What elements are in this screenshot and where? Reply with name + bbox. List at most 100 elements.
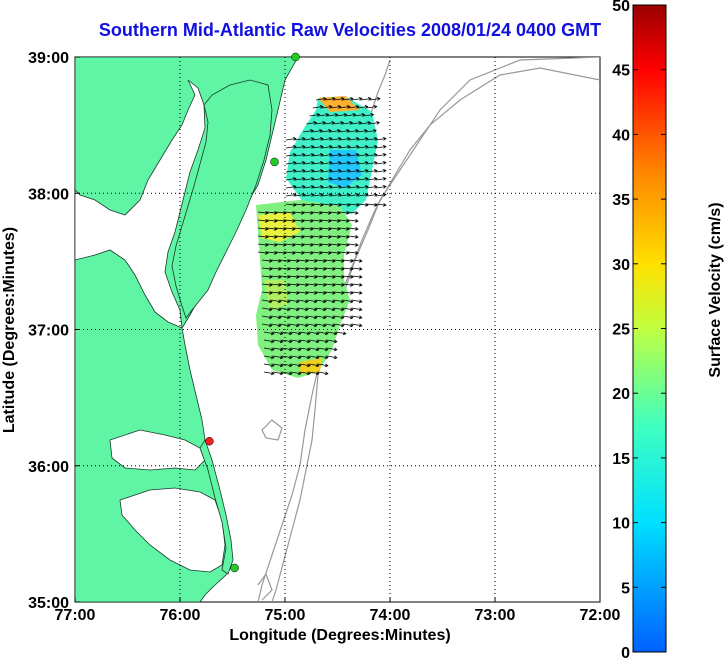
- velocity-arrow: [285, 138, 296, 141]
- y-axis-label: Latitude (Degrees:Minutes): [1, 227, 18, 433]
- velocity-arrowhead: [283, 235, 287, 239]
- velocity-arrow: [357, 130, 368, 133]
- velocity-arrow: [294, 170, 305, 173]
- velocity-arrowhead: [349, 315, 354, 320]
- velocity-arrow: [342, 291, 353, 294]
- velocity-arrowhead: [331, 323, 336, 328]
- velocity-arrowhead: [274, 243, 278, 247]
- velocity-arrow: [299, 371, 310, 375]
- velocity-arrowhead: [286, 315, 291, 320]
- velocity-arrowhead: [373, 144, 378, 149]
- velocity-arrowhead: [324, 331, 329, 336]
- velocity-arrowhead: [355, 104, 360, 109]
- velocity-arrowhead: [328, 184, 333, 189]
- velocity-arrow: [321, 138, 332, 141]
- velocity-arrowhead: [265, 227, 269, 231]
- velocity-arrowhead: [292, 144, 297, 149]
- velocity-arrowhead: [279, 363, 284, 368]
- velocity-arrow: [348, 154, 359, 157]
- velocity-arrow: [297, 267, 308, 270]
- velocity-arrow: [348, 138, 359, 141]
- velocity-arrow: [315, 299, 326, 303]
- velocity-arrowhead: [331, 120, 336, 125]
- velocity-arrow: [272, 347, 283, 351]
- velocity-arrowhead: [340, 96, 345, 101]
- velocity-arrow: [321, 194, 332, 197]
- velocity-arrow: [348, 146, 359, 149]
- velocity-arrowhead: [269, 275, 273, 279]
- velocity-arrow: [270, 323, 281, 327]
- velocity-arrowhead: [306, 363, 311, 368]
- velocity-arrowhead: [310, 251, 314, 255]
- velocity-arrow: [342, 283, 353, 286]
- velocity-arrowhead: [310, 192, 315, 197]
- velocity-arrowhead: [329, 203, 333, 207]
- velocity-arrowhead: [373, 136, 378, 141]
- velocity-arrow: [261, 283, 272, 286]
- velocity-arrowhead: [306, 331, 311, 336]
- velocity-arrowhead: [346, 184, 351, 189]
- velocity-arrow: [324, 122, 335, 125]
- velocity-arrowhead: [295, 299, 300, 304]
- chesapeake-bay: [75, 79, 206, 329]
- outer-banks: [199, 439, 234, 575]
- velocity-arrow: [297, 291, 308, 294]
- velocity-arrowhead: [341, 275, 345, 279]
- velocity-arrow: [324, 291, 335, 294]
- velocity-arrow: [302, 227, 313, 230]
- velocity-arrowhead: [324, 339, 329, 344]
- velocity-arrowhead: [328, 235, 332, 239]
- velocity-arrowhead: [337, 136, 342, 141]
- velocity-arrow: [311, 243, 322, 246]
- velocity-arrowhead: [373, 160, 378, 165]
- stations: [205, 52, 300, 573]
- velocity-arrow: [302, 211, 313, 214]
- velocity-arrowhead: [316, 112, 321, 117]
- velocity-arrow: [315, 323, 326, 327]
- velocity-arrow: [288, 267, 299, 270]
- velocity-arrow: [317, 371, 328, 375]
- velocity-arrowhead: [310, 211, 314, 215]
- velocity-arrow: [285, 170, 296, 173]
- velocity-arrow: [297, 315, 308, 319]
- velocity-arrowhead: [346, 251, 350, 255]
- y-tick-label: 35:00: [28, 595, 69, 612]
- velocity-arrow: [351, 98, 362, 101]
- velocity-arrow: [285, 203, 296, 206]
- station-marker: [205, 436, 214, 446]
- velocity-arrowhead: [324, 363, 329, 368]
- velocity-arrowhead: [376, 96, 381, 101]
- velocity-arrow: [312, 154, 323, 157]
- velocity-arrow: [348, 170, 359, 173]
- velocity-arrow: [299, 347, 310, 351]
- velocity-arrowhead: [288, 355, 293, 360]
- velocity-arrow: [321, 130, 332, 133]
- velocity-arrowhead: [286, 307, 291, 312]
- velocity-arrow: [263, 347, 274, 351]
- velocity-arrow: [317, 331, 328, 335]
- velocity-arrow: [339, 178, 350, 181]
- velocity-arrowhead: [333, 331, 338, 336]
- velocity-arrowhead: [301, 243, 305, 247]
- velocity-arrowhead: [331, 299, 336, 304]
- velocity-arrowhead: [278, 267, 282, 271]
- velocity-arrow: [293, 211, 304, 214]
- velocity-arrowhead: [305, 267, 309, 271]
- velocity-arrow: [321, 178, 332, 181]
- velocity-arrowhead: [346, 243, 350, 247]
- velocity-arrowhead: [364, 168, 369, 173]
- velocity-arrow: [348, 162, 359, 165]
- velocity-arrowhead: [364, 192, 369, 197]
- velocity-arrowhead: [270, 339, 275, 344]
- velocity-patch: [258, 212, 300, 242]
- velocity-arrowhead: [319, 104, 324, 109]
- velocity-arrow: [281, 339, 292, 343]
- velocity-arrowhead: [359, 259, 363, 263]
- velocity-arrowhead: [301, 152, 306, 157]
- velocity-arrowhead: [293, 203, 297, 207]
- velocity-arrow: [285, 154, 296, 157]
- velocity-arrowhead: [304, 315, 309, 320]
- velocity-arrowhead: [288, 371, 293, 376]
- velocity-arrow: [272, 363, 283, 367]
- velocity-arrowhead: [286, 299, 291, 304]
